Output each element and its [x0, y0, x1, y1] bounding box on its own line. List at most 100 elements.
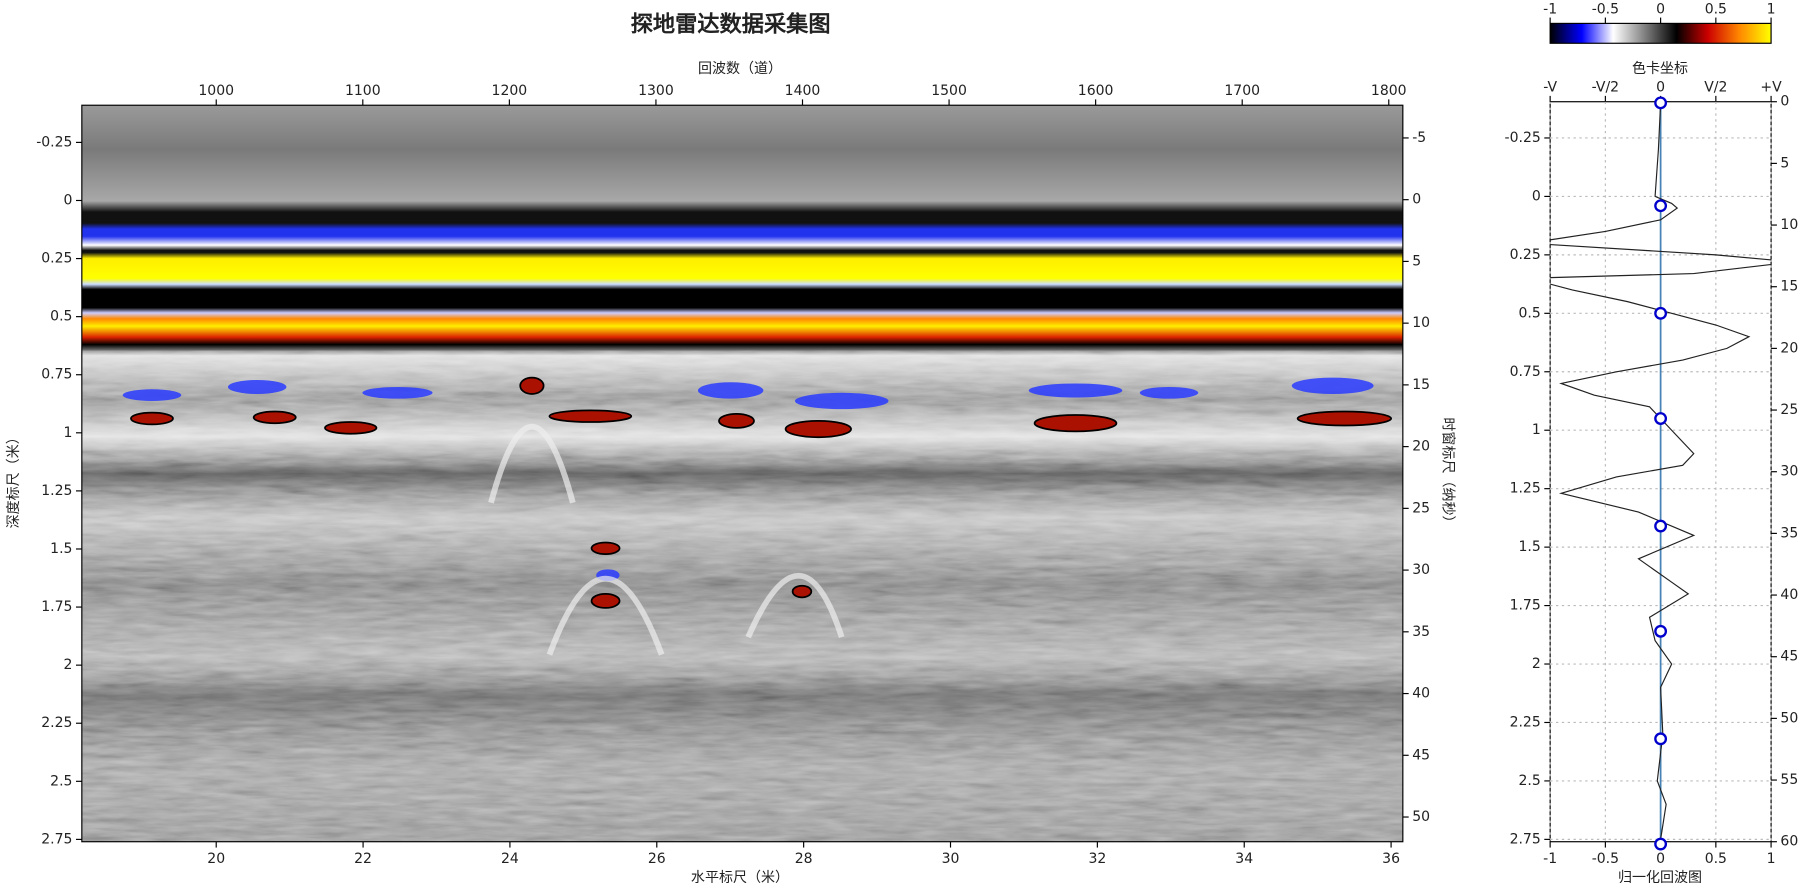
x2-tick-label: 1800 [1371, 83, 1407, 99]
y-tick-label: 0.5 [1518, 305, 1540, 321]
y2-tick-label: 0 [1412, 192, 1421, 208]
x2-tick-label: 1600 [1078, 83, 1114, 99]
y2-tick-label: 20 [1780, 340, 1798, 356]
trace-marker [1654, 732, 1668, 746]
x-tick-label: 0.5 [1705, 851, 1727, 867]
y2-tick-label: 5 [1780, 155, 1789, 171]
y-tick-label: 0.75 [41, 367, 72, 383]
y2-tick-label: 40 [1780, 587, 1798, 603]
x-axis-label: 水平标尺（米） [691, 870, 789, 883]
y2-tick-label: 30 [1412, 562, 1430, 578]
y2-tick-label: 30 [1780, 464, 1798, 480]
x2-tick-label: 1 [1767, 1, 1776, 17]
x-tick-label: 1 [1767, 851, 1776, 867]
x-tick-label: 26 [648, 851, 666, 867]
trace-marker [1654, 624, 1668, 638]
x2-tick-label: -1 [1543, 1, 1557, 17]
y-tick-label: 2.25 [1510, 714, 1541, 730]
y2-tick-label: 50 [1780, 710, 1798, 726]
x2-tick-label: 0 [1656, 1, 1665, 17]
x2-tick-label: -V/2 [1592, 80, 1619, 96]
trace-marker [1654, 412, 1668, 425]
x2-tick-label: -0.5 [1592, 1, 1619, 17]
x2-tick-label: 1400 [785, 83, 821, 99]
y2-tick-label: 25 [1412, 500, 1430, 516]
y-tick-label: 1.5 [1518, 539, 1540, 555]
y-tick-label: 1.25 [1510, 481, 1541, 497]
y2-tick-label: 50 [1412, 809, 1430, 825]
trace-marker [1654, 837, 1668, 851]
x-tick-label: 20 [207, 851, 225, 867]
x2-tick-label: 1200 [492, 83, 528, 99]
y-tick-label: 0 [64, 192, 73, 208]
x2-tick-label: 1700 [1224, 83, 1260, 99]
y2-axis-label: 时窗标尺（纳秒） [1439, 417, 1456, 529]
y2-tick-label: 15 [1412, 377, 1430, 393]
x2-tick-label: +V [1760, 80, 1782, 96]
y2-tick-label: 60 [1780, 834, 1798, 850]
y-tick-label: 2.5 [1518, 773, 1540, 789]
x2-tick-label: V/2 [1704, 80, 1727, 96]
trace-marker [1654, 199, 1668, 213]
y-tick-label: 1 [64, 425, 73, 441]
y-tick-label: -0.25 [1505, 130, 1541, 146]
y2-tick-label: 35 [1412, 624, 1430, 640]
blue-reflections [122, 377, 1374, 582]
x2-tick-label: 1500 [931, 83, 967, 99]
trace-marker [1654, 519, 1668, 533]
y-tick-label: 1 [1532, 422, 1541, 438]
y2-tick-label: 40 [1412, 686, 1430, 702]
trace-marker [1654, 306, 1668, 320]
x-tick-label: -1 [1543, 851, 1557, 867]
x-tick-label: 22 [354, 851, 372, 867]
x-tick-label: 28 [795, 851, 813, 867]
x-tick-label: 32 [1088, 851, 1106, 867]
colorbar-label: 色卡坐标 [1632, 60, 1688, 77]
radar-texture [81, 350, 1403, 842]
y2-tick-label: 20 [1412, 439, 1430, 455]
y2-tick-label: 0 [1780, 94, 1789, 110]
y2-tick-label: 35 [1780, 525, 1798, 541]
x2-tick-label: 1000 [198, 83, 234, 99]
x-tick-label: 0 [1656, 851, 1665, 867]
y2-tick-label: 25 [1780, 402, 1798, 418]
x-tick-label: 34 [1235, 851, 1253, 867]
y2-tick-label: 55 [1780, 772, 1798, 788]
y-tick-label: 1.5 [50, 541, 72, 557]
x2-tick-label: 1300 [638, 83, 674, 99]
x-tick-label: 36 [1382, 851, 1400, 867]
hyperbolas [488, 423, 845, 656]
radargram [81, 104, 1404, 843]
x2-tick-label: 1100 [345, 83, 381, 99]
trace-line [1550, 102, 1772, 840]
y-tick-label: 2.25 [41, 715, 72, 731]
y-tick-label: 0.25 [41, 251, 72, 267]
x-tick-label: 24 [501, 851, 519, 867]
y2-tick-label: 45 [1412, 747, 1430, 763]
chart-title: 探地雷达数据采集图 [631, 11, 831, 38]
y2-tick-label: 15 [1780, 279, 1798, 295]
y-tick-label: 1.25 [41, 483, 72, 499]
y-tick-label: 2.5 [50, 773, 72, 789]
x2-tick-label: 0.5 [1705, 1, 1727, 17]
y-tick-label: 1.75 [1510, 598, 1541, 614]
y-tick-label: 1.75 [41, 599, 72, 615]
y-tick-label: 2 [64, 657, 73, 673]
y2-tick-label: 10 [1780, 217, 1798, 233]
y-tick-label: 0.25 [1510, 247, 1541, 263]
x2-tick-label: 0 [1656, 80, 1665, 96]
x2-tick-label: -V [1543, 80, 1557, 96]
x-tick-label: 30 [942, 851, 960, 867]
y-tick-label: 2.75 [41, 831, 72, 847]
y-tick-label: 0 [1532, 188, 1541, 204]
y-tick-label: 2.75 [1510, 831, 1541, 847]
top-axis-label: 回波数（道） [698, 61, 782, 77]
y-tick-label: 0.5 [50, 309, 72, 325]
red-reflections [130, 376, 1393, 609]
colorbar [1549, 22, 1772, 44]
trace-x-label: 归一化回波图 [1618, 869, 1702, 883]
y2-tick-label: 45 [1780, 649, 1798, 665]
y2-tick-label: -5 [1412, 130, 1426, 146]
